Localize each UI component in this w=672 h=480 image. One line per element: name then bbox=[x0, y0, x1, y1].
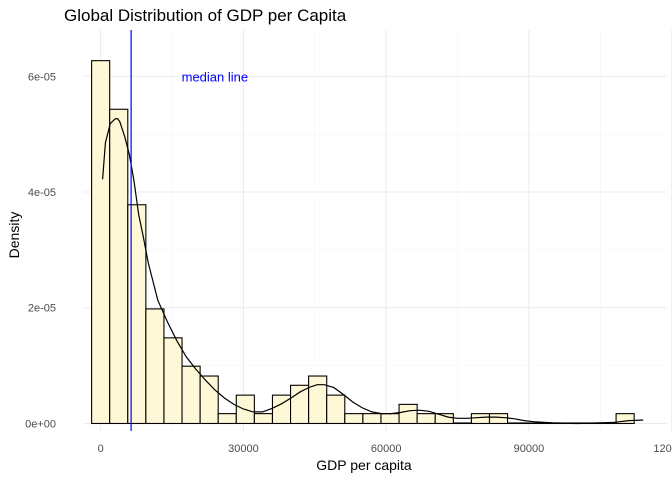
histogram-bar bbox=[326, 394, 346, 425]
histogram-bar bbox=[488, 413, 509, 425]
y-axis-ticks: 0e+00 2e-05 4e-05 6e-05 bbox=[25, 71, 56, 430]
histogram-bar bbox=[507, 422, 527, 425]
median-line-annotation: median line bbox=[182, 69, 249, 84]
density-curve bbox=[102, 117, 644, 425]
histogram-bar bbox=[380, 413, 400, 425]
x-tick-label: 30000 bbox=[228, 443, 259, 455]
histogram-bar bbox=[452, 422, 472, 425]
histogram-bar bbox=[109, 108, 129, 425]
y-tick-label: 4e-05 bbox=[28, 187, 56, 199]
histogram-bar bbox=[344, 413, 364, 425]
histogram-bar bbox=[253, 413, 274, 425]
histogram-bar bbox=[416, 413, 436, 425]
histogram-bar bbox=[362, 413, 382, 425]
histogram-bar bbox=[308, 375, 328, 425]
x-tick-label: 120000 bbox=[653, 443, 672, 455]
y-tick-label: 6e-05 bbox=[28, 71, 56, 83]
histogram-bar bbox=[615, 413, 635, 425]
histogram-bar bbox=[217, 413, 237, 425]
histogram-bar bbox=[289, 384, 310, 425]
x-tick-label: 60000 bbox=[371, 443, 402, 455]
density-curve-group bbox=[102, 117, 644, 425]
y-tick-label: 2e-05 bbox=[28, 303, 56, 315]
x-axis-title: GDP per capita bbox=[316, 457, 412, 473]
y-axis-title: Density bbox=[6, 212, 22, 259]
histogram-bar bbox=[163, 337, 183, 425]
x-tick-label: 90000 bbox=[514, 443, 545, 455]
y-tick-label: 0e+00 bbox=[25, 418, 56, 430]
histogram-bar bbox=[91, 60, 111, 425]
histogram-bar bbox=[145, 308, 165, 425]
chart-title: Global Distribution of GDP per Capita bbox=[64, 6, 347, 25]
histogram-bar bbox=[181, 365, 201, 425]
x-tick-label: 0 bbox=[98, 443, 104, 455]
histogram-bar bbox=[525, 422, 545, 425]
histogram-bar bbox=[470, 413, 491, 425]
histogram-bars bbox=[91, 60, 635, 425]
x-axis-ticks: 0 30000 60000 90000 120000 bbox=[98, 443, 672, 455]
histogram-bar bbox=[398, 403, 418, 425]
histogram-bar bbox=[434, 413, 454, 425]
